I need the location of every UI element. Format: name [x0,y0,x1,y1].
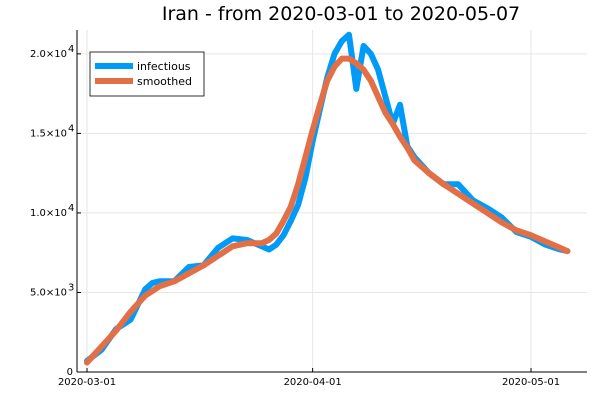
y-tick-label: 2.0×10 [30,49,67,60]
y-tick-exponent: 4 [68,123,74,134]
chart-title: Iran - from 2020-03-01 to 2020-05-07 [162,3,520,25]
x-tick-label: 2020-03-01 [58,377,116,388]
y-tick-exponent: 3 [68,282,74,293]
y-tick-exponent: 4 [68,44,74,55]
y-tick-label: 0 [67,367,73,378]
series-line-smoothed [84,55,571,366]
y-tick-label: 1.5×10 [30,128,67,139]
legend-label-smoothed: smoothed [137,75,192,88]
x-tick-label: 2020-05-01 [502,377,560,388]
legend: infectious smoothed [89,51,205,97]
x-tick-labels: 2020-03-01 2020-04-01 2020-05-01 [58,368,560,388]
y-tick-label: 5.0×10 [30,287,67,298]
y-tick-exponent: 4 [68,203,74,214]
axes [76,30,587,373]
y-tick-label: 1.0×10 [30,208,67,219]
legend-box [89,51,205,97]
legend-label-infectious: infectious [137,60,191,73]
y-tick-labels: 05.0×10 31.0×10 41.5×10 42.0×10 4 [30,44,81,378]
x-tick-label: 2020-04-01 [284,377,342,388]
series-layer [84,31,571,366]
